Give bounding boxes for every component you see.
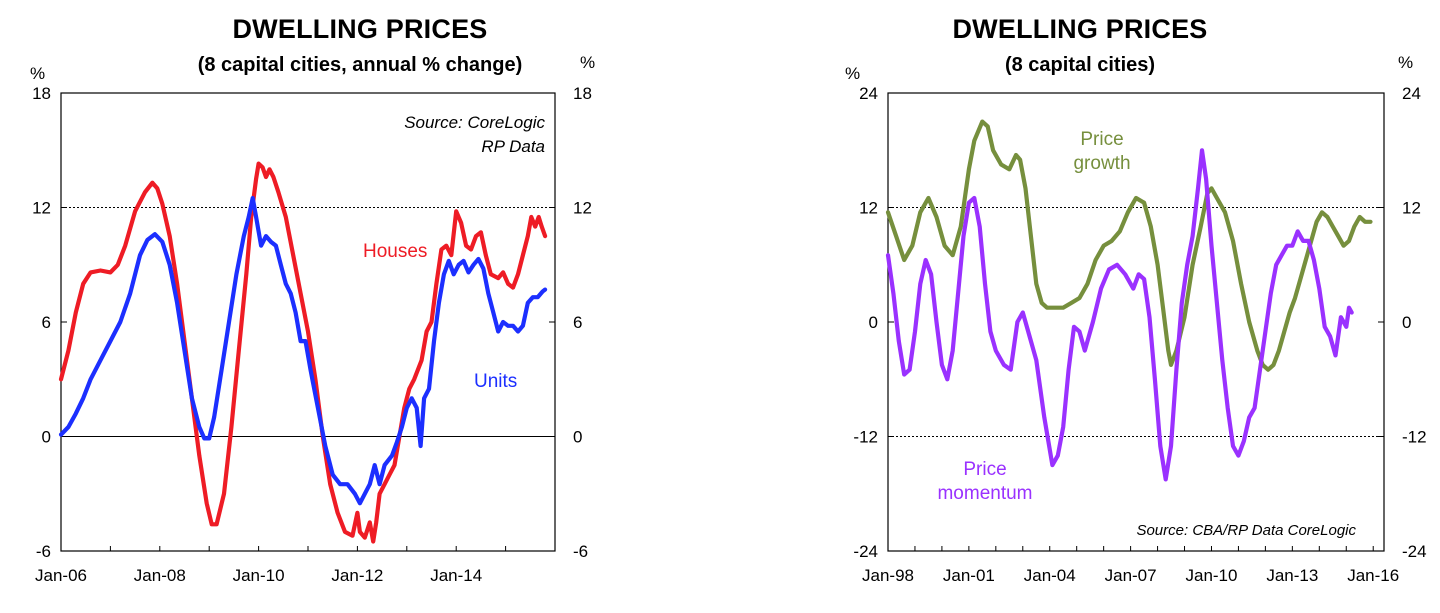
- y-tick-label-left: 6: [42, 313, 51, 332]
- y-tick-label-right: 0: [573, 428, 582, 447]
- x-tick-label: Jan-04: [1024, 566, 1076, 585]
- y-tick-label-left: 18: [32, 84, 51, 103]
- y-tick-label-left: 12: [32, 199, 51, 218]
- y-tick-label-right: 6: [573, 313, 582, 332]
- y-tick-label-left: -12: [853, 428, 878, 447]
- x-tick-label: Jan-01: [943, 566, 995, 585]
- series-line-units: [58, 195, 548, 506]
- source-note: Source: CBA/RP Data CoreLogic: [1136, 522, 1356, 539]
- series-label-price-momentum-line-2: momentum: [937, 483, 1032, 504]
- y-tick-label-left: 24: [859, 84, 878, 103]
- chart-subtitle: (8 capital cities, annual % change): [197, 54, 523, 76]
- series-label-price-momentum-line-1: Price: [963, 459, 1006, 480]
- series-label-houses: Houses: [363, 241, 427, 262]
- source-note-line-2: RP Data: [481, 137, 545, 156]
- chart-panel-growth-momentum: DWELLING PRICES (8 capital cities) % % -…: [720, 0, 1440, 613]
- y-axis-unit-right: %: [580, 53, 595, 72]
- y-tick-label-right: 12: [1402, 199, 1421, 218]
- y-tick-label-right: 24: [1402, 84, 1421, 103]
- y-axis-unit-left: %: [30, 64, 45, 83]
- chart-subtitle: (8 capital cities): [1004, 54, 1156, 76]
- y-tick-label-right: -6: [573, 542, 588, 561]
- y-tick-label-left: -24: [853, 542, 878, 561]
- x-tick-label: Jan-10: [1185, 566, 1237, 585]
- series-label-price-growth-line-2: growth: [1073, 153, 1130, 174]
- x-tick-label: Jan-12: [331, 566, 383, 585]
- x-tick-label: Jan-14: [430, 566, 482, 585]
- series-label-units: Units: [474, 371, 517, 392]
- x-tick-label: Jan-16: [1347, 566, 1399, 585]
- chart-title: DWELLING PRICES: [952, 14, 1208, 44]
- line-chart-growth-momentum: % % -24 -24 -12 -12 0 0 12 12 24 24 Jan-98 Jan-01 Ja…: [845, 53, 1427, 585]
- y-tick-label-right: 12: [573, 199, 592, 218]
- y-tick-label-right: 0: [1402, 313, 1411, 332]
- series-line-houses: [58, 161, 548, 544]
- y-tick-label-right: -12: [1402, 428, 1427, 447]
- y-axis-unit-left: %: [845, 64, 860, 83]
- x-tick-label: Jan-07: [1105, 566, 1157, 585]
- y-tick-label-left: 0: [42, 428, 51, 447]
- y-axis-unit-right: %: [1398, 53, 1413, 72]
- x-tick-label: Jan-98: [862, 566, 914, 585]
- y-tick-label-right: 18: [573, 84, 592, 103]
- x-tick-label: Jan-10: [233, 566, 285, 585]
- y-tick-label-left: 0: [869, 313, 878, 332]
- y-tick-label-left: -6: [36, 542, 51, 561]
- series-label-price-growth-line-1: Price: [1080, 129, 1123, 150]
- line-chart-annual-change: % % -6 -6 0 0 6 6 12 12 18 18 Jan-06 Jan-08 Jan-10 Ja…: [30, 53, 595, 585]
- x-tick-label: Jan-08: [134, 566, 186, 585]
- series-line-price-growth: [885, 119, 1373, 372]
- x-tick-label: Jan-13: [1266, 566, 1318, 585]
- y-tick-label-left: 12: [859, 199, 878, 218]
- source-note-line-1: Source: CoreLogic: [404, 113, 545, 132]
- series-line-price-momentum: [885, 148, 1354, 482]
- chart-title: DWELLING PRICES: [232, 14, 488, 44]
- chart-panel-annual-change: DWELLING PRICES (8 capital cities, annua…: [30, 14, 595, 585]
- y-tick-label-right: -24: [1402, 542, 1427, 561]
- x-tick-label: Jan-06: [35, 566, 87, 585]
